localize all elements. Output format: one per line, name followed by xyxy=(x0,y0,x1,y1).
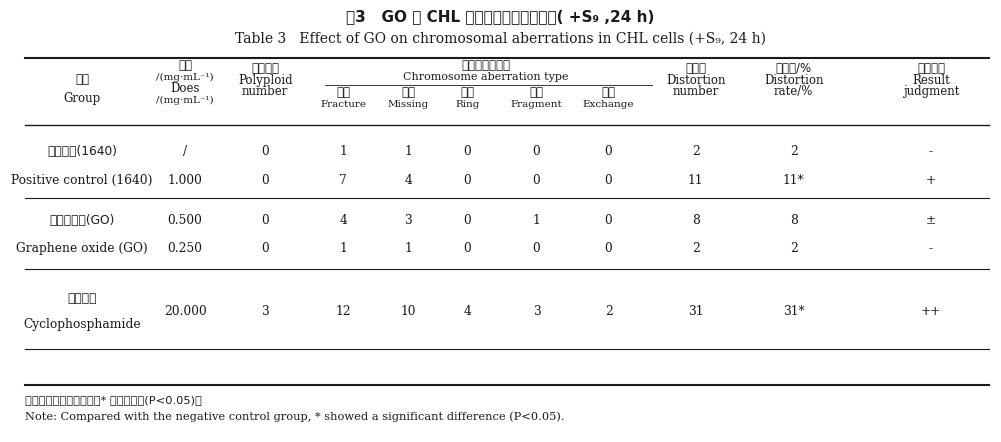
Text: 11*: 11* xyxy=(783,174,805,187)
Text: ±: ± xyxy=(926,214,936,228)
Text: 袅3   GO 对 CHL 细胞染色体型变的影响( +S₉ ,24 h): 袅3 GO 对 CHL 细胞染色体型变的影响( +S₉ ,24 h) xyxy=(346,9,655,24)
Text: 0: 0 xyxy=(463,214,471,228)
Text: 0: 0 xyxy=(533,242,541,255)
Text: -: - xyxy=(929,242,933,255)
Text: 1: 1 xyxy=(404,242,412,255)
Text: Chromosome aberration type: Chromosome aberration type xyxy=(403,72,569,82)
Text: Ring: Ring xyxy=(455,100,479,109)
Text: 碎片: 碎片 xyxy=(530,86,544,99)
Text: 氧化石墨烯(GO): 氧化石墨烯(GO) xyxy=(49,214,115,228)
Text: 多倍体数: 多倍体数 xyxy=(251,62,279,75)
Text: 0: 0 xyxy=(605,145,613,158)
Text: 8: 8 xyxy=(790,214,798,228)
Text: 0: 0 xyxy=(463,242,471,255)
Text: 畸变率/%: 畸变率/% xyxy=(776,62,812,75)
Text: 0: 0 xyxy=(533,145,541,158)
Text: 2: 2 xyxy=(790,242,798,255)
Text: +: + xyxy=(926,174,936,187)
Text: 31*: 31* xyxy=(783,305,805,318)
Text: /(mg·mL⁻¹): /(mg·mL⁻¹) xyxy=(156,73,214,82)
Text: 3: 3 xyxy=(404,214,412,228)
Text: 阴性对照(1640): 阴性对照(1640) xyxy=(47,145,117,158)
Text: 7: 7 xyxy=(339,174,347,187)
Text: 2: 2 xyxy=(692,145,700,158)
Text: Distortion: Distortion xyxy=(666,74,726,87)
Text: 4: 4 xyxy=(463,305,471,318)
Text: 0: 0 xyxy=(261,214,269,228)
Text: Polyploid: Polyploid xyxy=(238,74,292,87)
Text: 1: 1 xyxy=(404,145,412,158)
Text: /(mg·mL⁻¹): /(mg·mL⁻¹) xyxy=(156,96,214,105)
Text: 1: 1 xyxy=(339,145,347,158)
Text: 0: 0 xyxy=(261,145,269,158)
Text: Fragment: Fragment xyxy=(511,100,563,109)
Text: 剂量: 剂量 xyxy=(178,59,192,72)
Text: 染色体畸变类型: 染色体畸变类型 xyxy=(461,59,511,72)
Text: 环状: 环状 xyxy=(460,86,474,99)
Text: 0: 0 xyxy=(261,242,269,255)
Text: -: - xyxy=(929,145,933,158)
Text: judgment: judgment xyxy=(903,85,959,99)
Text: 4: 4 xyxy=(339,214,347,228)
Text: 注：与阴性对照组比较，* 为差异显著(P<0.05)。: 注：与阴性对照组比较，* 为差异显著(P<0.05)。 xyxy=(25,395,202,405)
Text: 0: 0 xyxy=(605,214,613,228)
Text: Missing: Missing xyxy=(387,100,429,109)
Text: 8: 8 xyxy=(692,214,700,228)
Text: Exchange: Exchange xyxy=(583,100,635,109)
Text: 1: 1 xyxy=(533,214,541,228)
Text: Graphene oxide (GO): Graphene oxide (GO) xyxy=(16,242,148,255)
Text: 12: 12 xyxy=(335,305,351,318)
Text: ++: ++ xyxy=(921,305,941,318)
Text: 0: 0 xyxy=(261,174,269,187)
Text: 10: 10 xyxy=(400,305,416,318)
Text: Result: Result xyxy=(912,74,950,87)
Text: 断裂: 断裂 xyxy=(336,86,350,99)
Text: 2: 2 xyxy=(692,242,700,255)
Text: Note: Compared with the negative control group, * showed a significant differenc: Note: Compared with the negative control… xyxy=(25,411,565,422)
Text: 0: 0 xyxy=(605,174,613,187)
Text: 0: 0 xyxy=(533,174,541,187)
Text: 0.500: 0.500 xyxy=(168,214,202,228)
Text: Table 3   Effect of GO on chromosomal aberrations in CHL cells (+S₉, 24 h): Table 3 Effect of GO on chromosomal aber… xyxy=(235,32,766,46)
Text: 0: 0 xyxy=(463,145,471,158)
Text: 0: 0 xyxy=(463,174,471,187)
Text: /: / xyxy=(183,145,187,158)
Text: Positive control (1640): Positive control (1640) xyxy=(11,174,153,187)
Text: 1.000: 1.000 xyxy=(168,174,202,187)
Text: 11: 11 xyxy=(688,174,704,187)
Text: 组别: 组别 xyxy=(75,73,89,86)
Text: 结果判定: 结果判定 xyxy=(917,62,945,75)
Text: rate/%: rate/% xyxy=(774,85,814,99)
Text: 交换: 交换 xyxy=(602,86,616,99)
Text: 畸变数: 畸变数 xyxy=(686,62,706,75)
Text: 0.250: 0.250 xyxy=(168,242,202,255)
Text: 31: 31 xyxy=(688,305,704,318)
Text: 20.000: 20.000 xyxy=(164,305,206,318)
Text: 环磷酰胺: 环磷酰胺 xyxy=(67,292,97,305)
Text: Distortion: Distortion xyxy=(764,74,824,87)
Text: Group: Group xyxy=(63,91,101,105)
Text: number: number xyxy=(242,85,288,99)
Text: 2: 2 xyxy=(790,145,798,158)
Text: 1: 1 xyxy=(339,242,347,255)
Text: 缺失: 缺失 xyxy=(401,86,415,99)
Text: 0: 0 xyxy=(605,242,613,255)
Text: 3: 3 xyxy=(261,305,269,318)
Text: Fracture: Fracture xyxy=(320,100,366,109)
Text: 4: 4 xyxy=(404,174,412,187)
Text: Does: Does xyxy=(170,82,200,95)
Text: Cyclophosphamide: Cyclophosphamide xyxy=(23,318,141,332)
Text: 2: 2 xyxy=(605,305,613,318)
Text: 3: 3 xyxy=(533,305,541,318)
Text: number: number xyxy=(673,85,719,99)
